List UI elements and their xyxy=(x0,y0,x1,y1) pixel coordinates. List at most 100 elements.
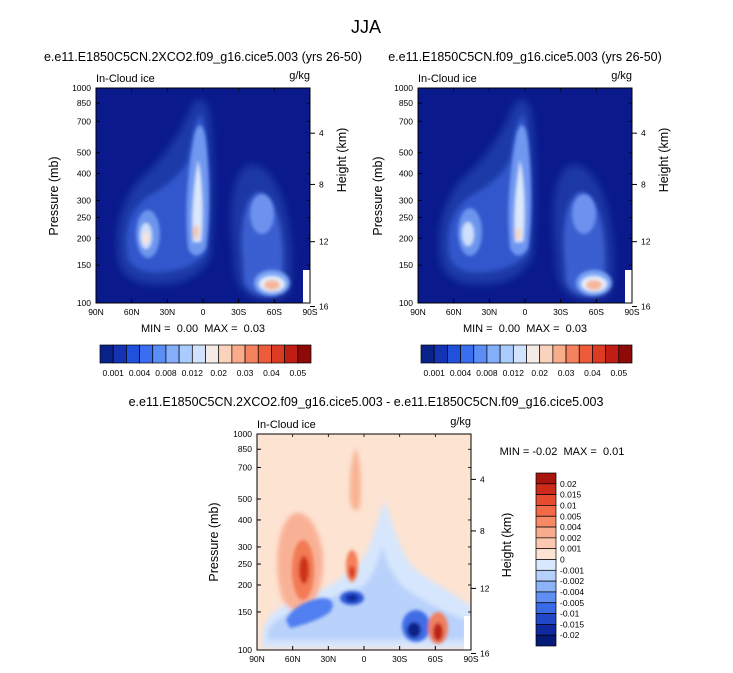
panel-diff-ytick-label: 850 xyxy=(238,444,252,454)
colorbar-right-swatch xyxy=(526,344,541,364)
colorbar-diff-swatch xyxy=(535,559,557,571)
colorbar-right-label: 0.008 xyxy=(476,368,498,378)
panel-right-ytick-right-label: 12 xyxy=(641,237,651,247)
ice-core-sh-midlat xyxy=(572,194,596,234)
panel-right-xtick-label: 90N xyxy=(410,307,426,317)
colorbar-left-label: 0.001 xyxy=(103,368,125,378)
colorbar-right-swatch xyxy=(512,344,527,364)
diff-positive-nh-core xyxy=(299,556,309,584)
panel-left-title: e.e11.E1850C5CN.2XCO2.f09_g16.cice5.003 … xyxy=(44,50,362,64)
colorbar-right-swatch xyxy=(420,344,435,364)
panel-left-xtick-label: 0 xyxy=(201,307,206,317)
panel-left-ylabel: Pressure (mb) xyxy=(47,156,61,235)
colorbar-diff-label: -0.002 xyxy=(560,576,584,586)
panel-diff-ytick-label: 700 xyxy=(238,462,252,472)
panel-right-title: e.e11.E1850C5CN.f09_g16.cice5.003 (yrs 2… xyxy=(388,50,662,64)
panel-diff-xtick-label: 90N xyxy=(249,654,265,664)
colorbar-diff-label: -0.015 xyxy=(560,619,584,629)
colorbar-diff-label: 0.015 xyxy=(560,490,582,500)
panel-right-ylabel-right: Height (km) xyxy=(657,128,671,193)
colorbar-diff-label: -0.01 xyxy=(560,609,580,619)
colorbar-diff-label: -0.001 xyxy=(560,565,584,575)
panel-right-ytick-label: 250 xyxy=(399,212,413,222)
colorbar-diff-swatch xyxy=(535,591,557,604)
ice-core-tropical-inner xyxy=(514,160,525,242)
colorbar-diff-label: 0.001 xyxy=(560,544,582,554)
diff-positive-sh-core xyxy=(433,623,443,641)
colorbar-left-swatch xyxy=(271,344,285,364)
panel-left-stats: MIN = 0.00 MAX = 0.03 xyxy=(141,323,265,335)
panel-diff-colorbar: 0.020.0150.010.0050.0040.0020.0010-0.001… xyxy=(535,472,584,647)
panel-right-stats: MIN = 0.00 MAX = 0.03 xyxy=(463,323,587,335)
colorbar-diff-swatch xyxy=(535,537,557,550)
panel-left: e.e11.E1850C5CN.2XCO2.f09_g16.cice5.003 … xyxy=(44,50,362,378)
panel-right-antarctic-mask xyxy=(625,270,632,303)
colorbar-diff-swatch xyxy=(535,624,557,636)
colorbar-right-swatch xyxy=(618,344,633,364)
panel-diff-units: g/kg xyxy=(450,416,471,428)
colorbar-left-swatch xyxy=(191,344,206,364)
panel-diff-stats: MIN = -0.02 MAX = 0.01 xyxy=(500,446,625,458)
panel-diff-xtick-label: 60N xyxy=(285,654,301,664)
colorbar-right-swatch xyxy=(565,344,580,364)
colorbar-left-swatch xyxy=(126,344,140,364)
colorbar-diff-swatch xyxy=(535,569,557,582)
panel-right-ticks: 100 150 200 250 300 400 500 700 850 1000 16 12 8 4 90N… xyxy=(394,83,651,317)
panel-right-colorbar: 0.001 0.004 0.008 0.012 0.02 0.03 0.04 0.05 xyxy=(420,344,633,378)
colorbar-left-label: 0.05 xyxy=(290,368,307,378)
colorbar-right-label: 0.03 xyxy=(558,368,575,378)
panel-diff-xtick-label: 30S xyxy=(392,654,407,664)
panel-diff-ytick-label: 250 xyxy=(238,559,252,569)
ice-core-nh-inner xyxy=(462,222,474,246)
panel-left-ytick-label: 850 xyxy=(77,98,91,108)
panel-left-xtick-label: 90S xyxy=(302,307,317,317)
main-title: JJA xyxy=(351,17,381,37)
panel-diff-ytick-right-label: 8 xyxy=(480,526,485,536)
panel-right-ytick-label: 400 xyxy=(399,169,413,179)
panel-left-xtick-label: 60S xyxy=(267,307,282,317)
panel-left-ylabel-right: Height (km) xyxy=(335,128,349,193)
panel-left-ytick-right-label: 12 xyxy=(319,237,329,247)
colorbar-left-swatch xyxy=(139,344,154,364)
panel-diff-ylabel: Pressure (mb) xyxy=(207,502,221,581)
panel-right-ytick-right-label: 16 xyxy=(641,301,651,311)
panel-right-xtick-label: 0 xyxy=(523,307,528,317)
colorbar-diff-swatch xyxy=(535,494,557,506)
panel-diff-ticks: 100 150 200 250 300 400 500 700 850 1000 16 12 8 4 90N… xyxy=(233,429,490,664)
colorbar-diff-swatch xyxy=(535,548,557,560)
colorbar-left-swatch xyxy=(244,344,259,364)
panel-right-xtick-label: 60N xyxy=(446,307,462,317)
colorbar-left-label: 0.004 xyxy=(129,368,151,378)
panel-right-xtick-label: 60S xyxy=(589,307,604,317)
panel-left-units: g/kg xyxy=(289,70,310,82)
colorbar-left-label: 0.012 xyxy=(182,368,204,378)
colorbar-right-label: 0.012 xyxy=(503,368,525,378)
colorbar-left-label: 0.04 xyxy=(263,368,280,378)
colorbar-left-label: 0.008 xyxy=(155,368,177,378)
colorbar-right-label: 0.05 xyxy=(611,368,628,378)
panel-right-ytick-label: 500 xyxy=(399,148,413,158)
panel-left-colorbar: 0.001 0.004 0.008 0.012 0.02 0.03 0.04 0.05 xyxy=(99,344,312,378)
colorbar-right-swatch xyxy=(486,344,501,364)
colorbar-diff-swatch xyxy=(535,613,557,625)
panel-right-ytick-label: 100 xyxy=(399,298,413,308)
panel-right-xtick-label: 30N xyxy=(482,307,498,317)
colorbar-diff-swatch xyxy=(535,634,557,647)
colorbar-left-label: 0.03 xyxy=(237,368,254,378)
colorbar-right-swatch xyxy=(473,344,488,364)
panel-right-ytick-label: 150 xyxy=(399,260,413,270)
colorbar-left-swatch xyxy=(257,344,272,364)
panel-right-plot-area xyxy=(418,88,632,303)
panel-right-ytick-label: 850 xyxy=(399,98,413,108)
colorbar-diff-label: 0.004 xyxy=(560,522,582,532)
colorbar-diff-swatch xyxy=(535,472,557,485)
panel-left-ytick-label: 200 xyxy=(77,233,91,243)
panel-left-ytick-label: 250 xyxy=(77,212,91,222)
panel-right-units: g/kg xyxy=(611,70,632,82)
ice-core-sh-lowlevel-center xyxy=(264,280,280,290)
colorbar-left-label: 0.02 xyxy=(210,368,227,378)
ice-core-sh-lowlevel-center xyxy=(586,280,602,290)
panel-left-ytick-label: 400 xyxy=(77,169,91,179)
diff-positive-tropic-upper xyxy=(349,448,361,511)
